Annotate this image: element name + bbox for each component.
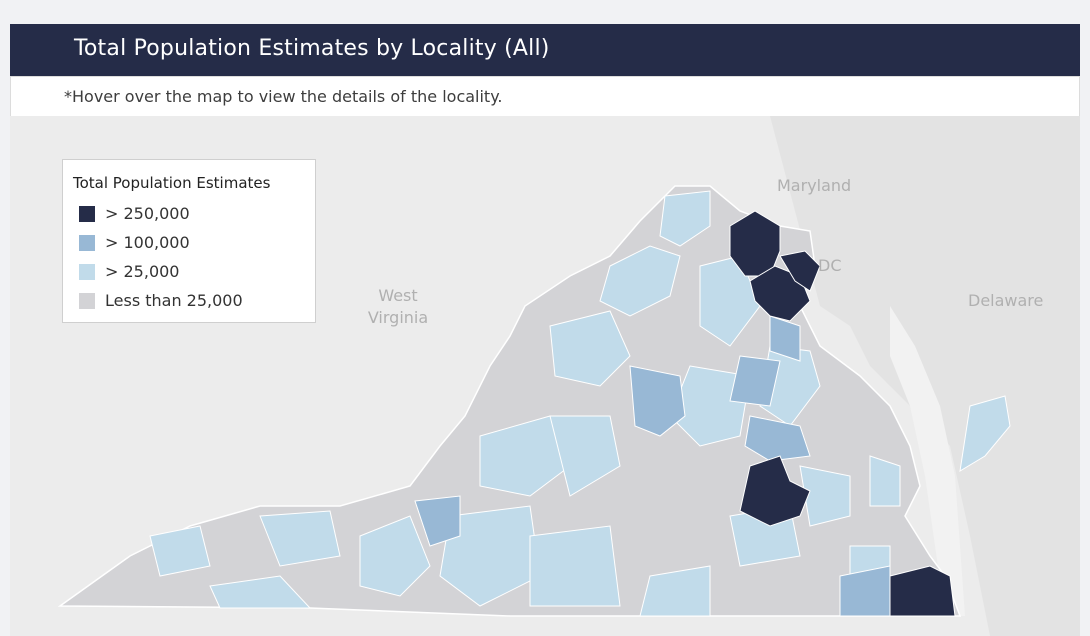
- title-bar: Total Population Estimates by Locality (…: [10, 24, 1080, 76]
- legend-swatch: [79, 264, 95, 280]
- locality-region: [959, 395, 1011, 472]
- locality-region: [359, 515, 431, 597]
- map-canvas[interactable]: [10, 116, 1080, 636]
- locality-region: [779, 250, 821, 292]
- locality-region: [414, 495, 461, 547]
- tier-100k-localities[interactable]: [414, 315, 891, 617]
- choropleth-map[interactable]: Maryland DC Delaware West Virginia Total…: [10, 116, 1080, 636]
- locality-region: [479, 415, 571, 497]
- instruction-text: *Hover over the map to view the details …: [64, 87, 503, 106]
- instruction-bar: *Hover over the map to view the details …: [10, 76, 1080, 117]
- locality-region: [549, 310, 631, 387]
- tier-250k-localities[interactable]: [729, 210, 956, 617]
- map-legend: Total Population Estimates > 250,000 > 1…: [62, 159, 316, 323]
- locality-region: [729, 210, 781, 277]
- locality-region: [729, 355, 781, 407]
- legend-title: Total Population Estimates: [73, 174, 271, 192]
- locality-region: [744, 415, 811, 462]
- map-label-delaware: Delaware: [968, 291, 1044, 310]
- legend-label: > 250,000: [105, 204, 190, 223]
- legend-label: > 25,000: [105, 262, 180, 281]
- legend-label: > 100,000: [105, 233, 190, 252]
- chesapeake-bay-water: [890, 306, 965, 616]
- locality-region: [639, 565, 711, 617]
- locality-region: [599, 245, 681, 317]
- map-label-west-virginia: West Virginia: [367, 286, 429, 327]
- page-title: Total Population Estimates by Locality (…: [74, 36, 550, 61]
- locality-region: [769, 315, 801, 362]
- legend-swatch: [79, 206, 95, 222]
- legend-label: Less than 25,000: [105, 291, 243, 310]
- locality-region: [889, 565, 956, 617]
- locality-region: [739, 455, 811, 527]
- map-label-maryland: Maryland: [777, 176, 852, 195]
- locality-region: [869, 455, 901, 507]
- locality-region: [209, 575, 312, 609]
- locality-region: [549, 415, 621, 497]
- dashboard-panel: Total Population Estimates by Locality (…: [10, 24, 1080, 636]
- locality-region: [149, 525, 211, 577]
- tier-25k-localities[interactable]: [149, 190, 1011, 617]
- legend-swatch: [79, 293, 95, 309]
- locality-region: [629, 365, 686, 437]
- map-label-dc: DC: [818, 256, 842, 275]
- legend-swatch: [79, 235, 95, 251]
- locality-region: [529, 525, 621, 607]
- locality-region: [799, 465, 851, 527]
- locality-region: [439, 505, 541, 607]
- locality-region: [659, 190, 711, 247]
- locality-region: [259, 510, 341, 567]
